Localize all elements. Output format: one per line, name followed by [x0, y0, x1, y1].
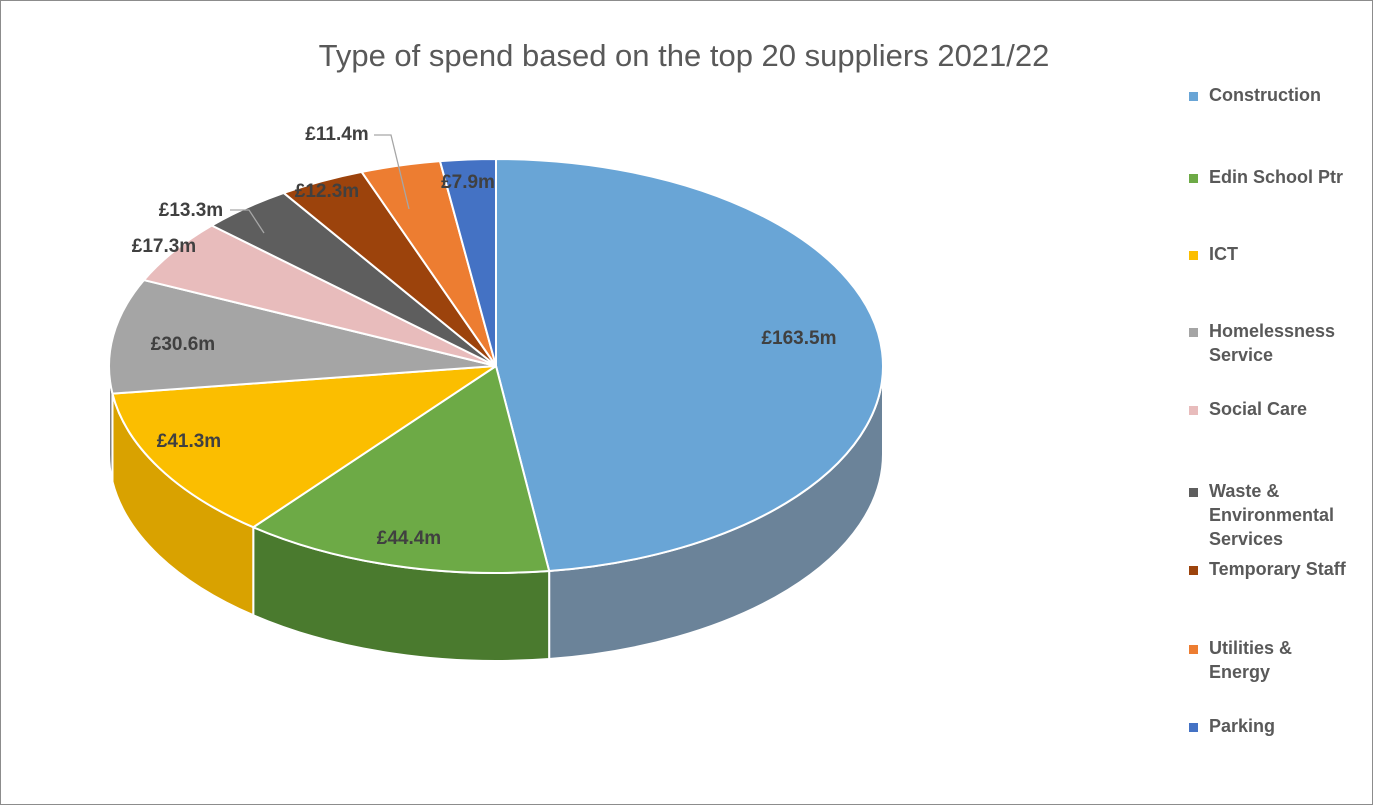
legend-swatch — [1189, 566, 1198, 575]
leader-line-waste-and-environmental-services — [230, 209, 265, 234]
slice-parking — [439, 158, 497, 367]
data-label-temporary-staff: £12.3m — [295, 181, 359, 202]
legend-item-waste-and-environmental-services: Waste & Environmental Services — [1189, 481, 1334, 549]
slice-ict — [111, 365, 497, 529]
legend-swatch — [1189, 174, 1198, 183]
data-label-ict: £41.3m — [157, 431, 221, 452]
slice-homelessness-service — [108, 279, 497, 395]
data-labels: £163.5m £44.4m £41.3m £30.6m £17.3m £13.3m £12… — [132, 124, 837, 549]
data-label-homelessness-service: £30.6m — [151, 334, 215, 355]
legend-label: Homelessness Service — [1209, 321, 1335, 365]
legend-swatch — [1189, 328, 1198, 337]
data-label-parking: £7.9m — [441, 172, 495, 193]
data-label-edin-school-ptr: £44.4m — [377, 528, 441, 549]
legend-item-temporary-staff: Temporary Staff — [1189, 559, 1347, 579]
slice-construction — [495, 158, 884, 573]
legend: Construction Edin School Ptr ICT Homelessne… — [1189, 85, 1347, 736]
legend-swatch — [1189, 488, 1198, 497]
legend-label: Parking — [1209, 716, 1275, 736]
legend-label: Construction — [1209, 85, 1321, 105]
chart-title: Type of spend based on the top 20 suppli… — [319, 38, 1050, 73]
legend-swatch — [1189, 406, 1198, 415]
legend-label: Utilities & Energy — [1209, 638, 1292, 682]
data-label-waste-and-environmental-services: £13.3m — [159, 200, 223, 221]
leader-line-utilities-and-energy — [374, 134, 410, 210]
legend-swatch — [1189, 251, 1198, 260]
legend-item-homelessness-service: Homelessness Service — [1189, 321, 1335, 365]
data-label-utilities-and-energy: £11.4m — [305, 124, 368, 145]
data-label-social-care: £17.3m — [132, 236, 196, 257]
legend-label: ICT — [1209, 244, 1238, 264]
legend-swatch — [1189, 645, 1198, 654]
legend-label: Waste & Environmental Services — [1209, 481, 1334, 549]
legend-item-utilities-and-energy: Utilities & Energy — [1189, 638, 1292, 682]
legend-item-parking: Parking — [1189, 716, 1275, 736]
legend-swatch — [1189, 723, 1198, 732]
legend-label: Temporary Staff — [1209, 559, 1347, 579]
legend-item-edin-school-ptr: Edin School Ptr — [1189, 167, 1343, 187]
slice-edin-school-ptr — [252, 365, 551, 574]
legend-item-ict: ICT — [1189, 244, 1238, 264]
legend-item-construction: Construction — [1189, 85, 1321, 105]
leader-lines — [230, 134, 410, 234]
data-label-construction: £163.5m — [761, 328, 836, 349]
legend-swatch — [1189, 92, 1198, 101]
pie-slices — [108, 158, 884, 574]
legend-label: Edin School Ptr — [1209, 167, 1343, 187]
legend-item-social-care: Social Care — [1189, 399, 1307, 419]
legend-label: Social Care — [1209, 399, 1307, 419]
